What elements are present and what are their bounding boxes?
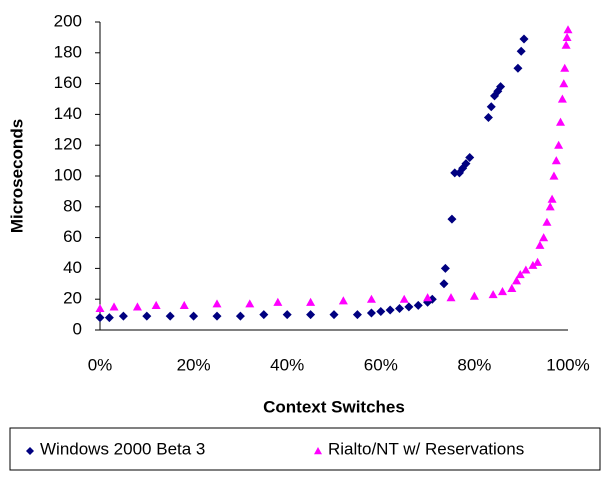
data-point [554,140,564,149]
data-point [557,94,567,103]
data-point [179,300,189,309]
data-point [212,299,222,308]
data-point [516,46,526,56]
data-point [399,294,409,303]
data-point [535,240,545,249]
data-point [542,217,552,226]
data-point [507,283,517,293]
data-point [528,260,538,269]
data-point [329,310,339,320]
data-point [547,194,557,203]
x-axis-title: Context Switches [263,397,405,416]
y-tick-label: 80 [63,196,82,215]
y-tick-label: 180 [54,42,82,61]
y-tick-label: 20 [63,289,82,308]
data-point [423,293,433,302]
data-point [563,25,573,34]
data-point [306,297,316,306]
data-point [513,63,523,73]
data-point [245,299,255,308]
data-point [461,159,471,169]
legend-label: Rialto/NT w/ Reservations [328,439,524,458]
x-tick-label: 60% [364,355,398,374]
y-tick-label: 100 [54,165,82,184]
data-point [556,117,566,126]
data-point [212,311,222,321]
data-point [549,171,559,180]
data-point [366,308,376,318]
y-tick-label: 200 [54,11,82,30]
data-point [165,311,175,321]
data-point [306,310,316,320]
data-point [447,214,457,224]
data-point [545,202,555,211]
data-point [395,303,405,313]
y-tick-label: 40 [63,258,82,277]
data-point [404,302,414,312]
data-point [95,303,105,313]
data-point [559,79,569,88]
x-tick-label: 100% [546,355,589,374]
data-point [109,302,119,311]
data-point [560,63,570,72]
data-point [519,34,529,44]
data-point [450,168,460,178]
data-point [352,310,362,320]
data-point [512,276,522,285]
data-point [273,297,283,306]
data-point [385,305,395,315]
data-point [533,257,543,266]
y-tick-label: 120 [54,135,82,154]
x-tick-label: 0% [88,355,113,374]
data-point [446,293,456,302]
data-point [338,296,348,305]
data-point [151,300,161,309]
data-point [562,32,572,41]
y-axis-title: Microseconds [7,119,26,233]
data-point [118,311,128,321]
y-tick-label: 0 [73,319,82,338]
data-point [235,311,245,321]
data-point [142,311,152,321]
data-point [440,263,450,273]
data-point [465,153,475,163]
data-point [282,310,292,320]
x-tick-label: 20% [177,355,211,374]
legend-box [9,427,601,471]
y-tick-label: 160 [54,73,82,92]
data-point [486,102,496,112]
legend-marker [26,447,34,455]
legend-label: Windows 2000 Beta 3 [40,439,205,458]
data-point [469,291,479,300]
data-point [497,287,507,296]
data-point [95,313,105,323]
data-point [539,233,549,242]
data-point [104,313,114,323]
data-point [366,294,376,303]
data-point [496,82,506,92]
data-point [439,279,449,289]
legend-marker [314,447,322,455]
data-point [132,302,142,311]
y-tick-label: 140 [54,104,82,123]
data-point [551,156,561,165]
data-point [376,307,386,317]
data-point [427,294,437,304]
data-point [521,265,531,274]
data-point [413,300,423,310]
data-point [259,310,269,320]
data-point [189,311,199,321]
data-point [483,112,493,122]
data-point [515,270,525,279]
data-point [561,40,571,49]
x-tick-label: 40% [270,355,304,374]
x-tick-label: 80% [457,355,491,374]
y-tick-label: 60 [63,227,82,246]
data-point [488,290,498,299]
